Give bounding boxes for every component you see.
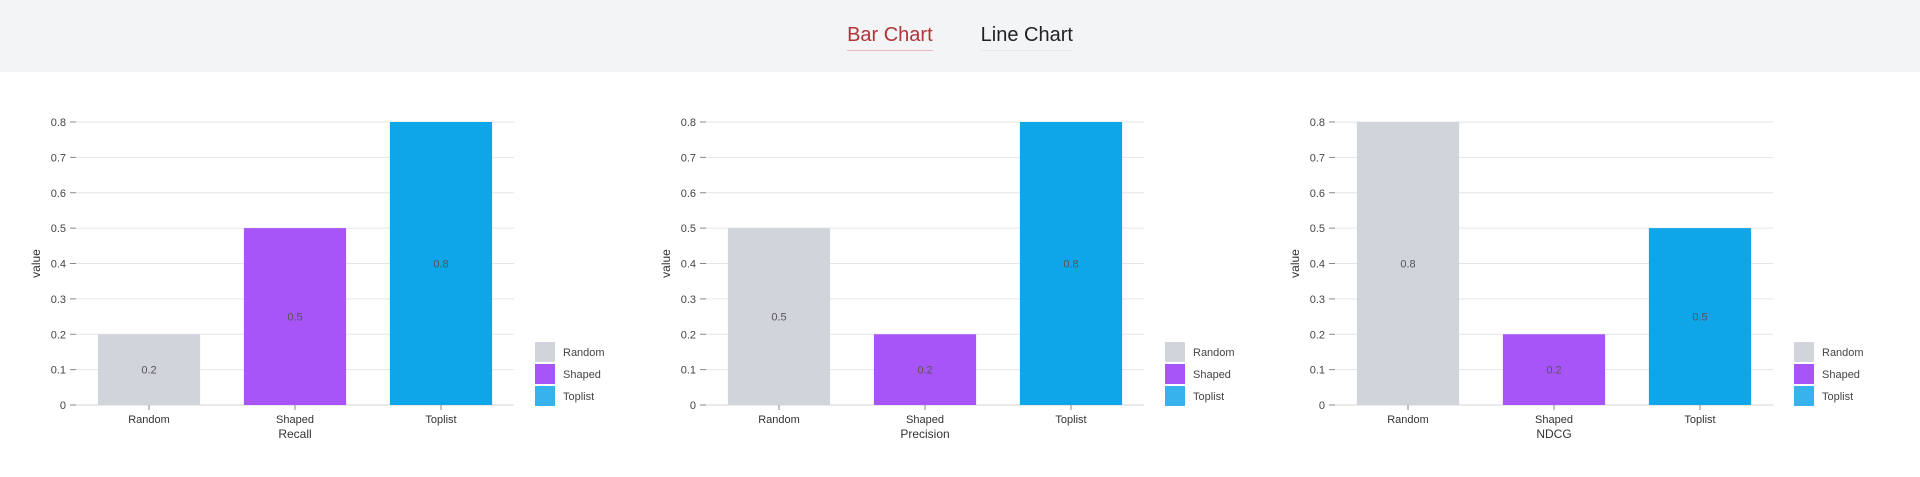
x-axis-label: NDCG [1536,427,1571,441]
y-tick-label: 0.3 [681,294,696,306]
bar-value-label: 0.2 [917,365,932,377]
y-tick-label: 0.3 [1310,294,1325,306]
legend-label-random: Random [563,347,605,359]
y-tick-label: 0.4 [681,259,696,271]
legend-swatch-toplist [1794,386,1814,406]
legend-label-toplist: Toplist [1193,391,1224,403]
y-tick-label: 0 [690,400,696,412]
legend-swatch-shaped [1165,364,1185,384]
y-tick-label: 0.6 [51,188,66,200]
x-tick-label: Shaped [1535,414,1573,426]
bar-value-label: 0.8 [1063,259,1078,271]
legend-swatch-random [1165,342,1185,362]
bar-random [727,228,831,405]
legend-label-toplist: Toplist [1822,391,1853,403]
y-tick-label: 0.2 [51,329,66,341]
x-tick-label: Toplist [1684,414,1715,426]
y-tick-label: 0.7 [51,152,66,164]
y-tick-label: 0.4 [1310,259,1325,271]
bar-value-label: 0.8 [1400,259,1415,271]
tab-bar-chart[interactable]: Bar Chart [847,22,933,51]
y-tick-label: 0.4 [51,259,66,271]
y-tick-label: 0.7 [681,152,696,164]
x-tick-label: Random [1387,414,1429,426]
bar-value-label: 0.5 [287,312,302,324]
legend-label-shaped: Shaped [1193,369,1231,381]
bar-random [97,334,201,405]
y-tick-label: 0.8 [51,117,66,129]
bar-random [1356,122,1460,405]
recall-chart: 0 0.1 0.2 0.3 0.4 0.5 0.6 0.7 0.8 value 0.2 Random 0… [0,100,640,472]
y-tick-label: 0.8 [1310,117,1325,129]
y-tick-label: 0.5 [681,223,696,235]
legend-swatch-toplist [1165,386,1185,406]
y-tick-label: 0.8 [681,117,696,129]
legend-swatch-random [1794,342,1814,362]
x-tick-label: Random [758,414,800,426]
legend-label-shaped: Shaped [1822,369,1860,381]
bar-shaped [873,334,977,405]
y-tick-label: 0.1 [681,365,696,377]
recall-bar-chart: 0 0.1 0.2 0.3 0.4 0.5 0.6 0.7 0.8 value 0.2 Random 0… [29,117,605,441]
legend-swatch-toplist [535,386,555,406]
y-axis-label: value [29,249,43,278]
y-tick-label: 0.1 [51,365,66,377]
precision-chart: 0 0.1 0.2 0.3 0.4 0.5 0.6 0.7 0.8 value 0.5 Random 0… [630,100,1270,472]
bar-toplist [1648,228,1752,405]
chart-type-tabs: Bar Chart Line Chart [0,0,1920,72]
x-tick-label: Toplist [425,414,456,426]
y-tick-label: 0.7 [1310,152,1325,164]
x-tick-label: Random [128,414,170,426]
legend-label-random: Random [1822,347,1864,359]
precision-bar-chart: 0 0.1 0.2 0.3 0.4 0.5 0.6 0.7 0.8 value 0.5 Random 0… [659,117,1235,441]
y-tick-label: 0.6 [1310,188,1325,200]
y-tick-label: 0.1 [1310,365,1325,377]
x-tick-label: Shaped [276,414,314,426]
bar-value-label: 0.5 [1692,312,1707,324]
y-tick-label: 0.5 [51,223,66,235]
bar-value-label: 0.8 [433,259,448,271]
bar-value-label: 0.2 [1546,365,1561,377]
legend-swatch-shaped [1794,364,1814,384]
bar-shaped [243,228,347,405]
legend-swatch-random [535,342,555,362]
ndcg-bar-chart: 0 0.1 0.2 0.3 0.4 0.5 0.6 0.7 0.8 value 0.8 Random 0… [1288,117,1864,441]
legend-label-shaped: Shaped [563,369,601,381]
legend-swatch-shaped [535,364,555,384]
x-tick-label: Shaped [906,414,944,426]
bar-toplist [389,122,493,405]
y-axis-label: value [659,249,673,278]
legend-label-random: Random [1193,347,1235,359]
ndcg-chart: 0 0.1 0.2 0.3 0.4 0.5 0.6 0.7 0.8 value 0.8 Random 0… [1259,100,1899,472]
y-tick-label: 0 [60,400,66,412]
y-tick-label: 0.5 [1310,223,1325,235]
bar-value-label: 0.2 [141,365,156,377]
y-tick-label: 0.2 [681,329,696,341]
x-axis-label: Recall [278,427,311,441]
y-axis-label: value [1288,249,1302,278]
legend-label-toplist: Toplist [563,391,594,403]
x-tick-label: Toplist [1055,414,1086,426]
y-tick-label: 0.2 [1310,329,1325,341]
bar-toplist [1019,122,1123,405]
y-tick-label: 0.6 [681,188,696,200]
y-tick-label: 0.3 [51,294,66,306]
y-tick-label: 0 [1319,400,1325,412]
bar-value-label: 0.5 [771,312,786,324]
tab-line-chart[interactable]: Line Chart [980,22,1073,51]
bar-shaped [1502,334,1606,405]
x-axis-label: Precision [900,427,949,441]
